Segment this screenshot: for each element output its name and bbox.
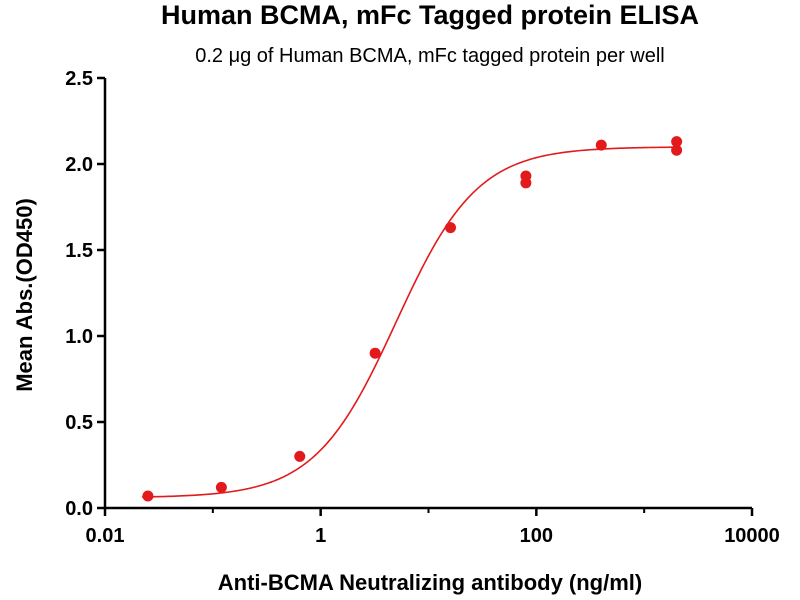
fit-curve: [141, 146, 679, 498]
x-tick-label: 100: [520, 525, 553, 547]
data-points: [142, 136, 683, 502]
data-point: [671, 144, 683, 156]
y-tick-label: 0.0: [65, 498, 93, 520]
x-axis-label: Anti-BCMA Neutralizing antibody (ng/ml): [218, 570, 642, 595]
data-point: [215, 481, 227, 493]
axes: 0.0 0.5 1.0 1.5 2.0 2.5 0.01 1 100 10000: [65, 68, 780, 547]
data-point: [294, 450, 306, 462]
y-tick-label: 2.0: [65, 154, 93, 176]
y-tick-label: 1.0: [65, 326, 93, 348]
x-tick-label: 0.01: [86, 525, 125, 547]
y-tick-label: 0.5: [65, 412, 93, 434]
x-tick-label: 10000: [724, 525, 780, 547]
data-point: [595, 139, 607, 151]
data-point: [520, 170, 532, 182]
y-tick-label: 1.5: [65, 240, 93, 262]
chart-subtitle: 0.2 μg of Human BCMA, mFc tagged protein…: [195, 45, 665, 67]
chart-title: Human BCMA, mFc Tagged protein ELISA: [161, 0, 699, 30]
data-point: [445, 222, 457, 234]
data-point: [369, 347, 381, 359]
y-axis-label: Mean Abs.(OD450): [12, 198, 37, 392]
x-tick-label: 1: [315, 525, 326, 547]
fit-curve-group: [141, 146, 679, 498]
data-point: [671, 136, 683, 148]
y-tick-label: 2.5: [65, 68, 93, 90]
data-point: [142, 490, 154, 502]
